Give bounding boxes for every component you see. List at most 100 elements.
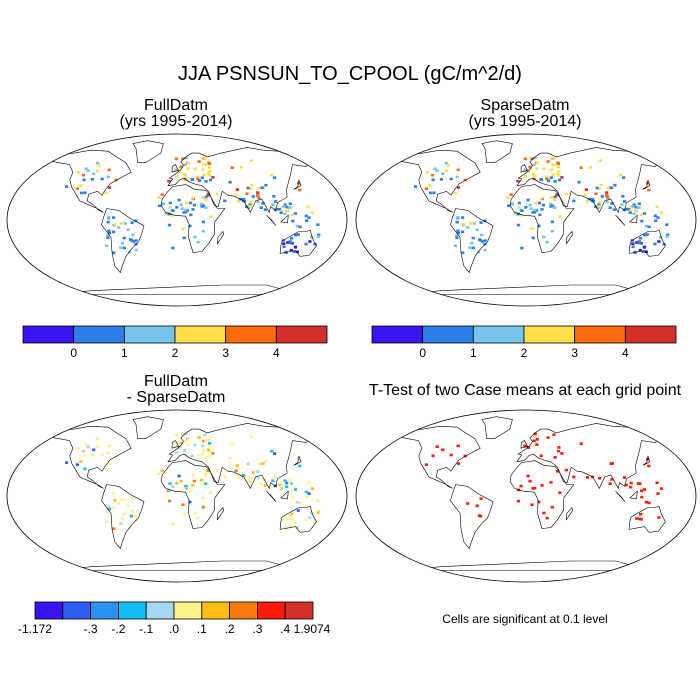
grid-cell bbox=[107, 231, 111, 235]
grid-cell bbox=[414, 185, 418, 188]
grid-cell bbox=[112, 230, 116, 234]
grid-cell bbox=[206, 193, 210, 196]
panel-title-line2: - SparseDatm bbox=[126, 389, 226, 406]
grid-cell bbox=[117, 226, 121, 229]
grid-cell bbox=[477, 250, 481, 254]
colorbar-tick-label: 4 bbox=[272, 346, 280, 360]
grid-cell bbox=[158, 204, 162, 208]
grid-cell bbox=[531, 487, 535, 490]
grid-cell bbox=[95, 437, 100, 441]
grid-cell bbox=[174, 168, 178, 172]
grid-cell bbox=[632, 212, 636, 216]
grid-cell bbox=[97, 164, 101, 167]
grid-cell bbox=[228, 456, 232, 460]
grid-cell bbox=[553, 198, 557, 201]
grid-cell bbox=[455, 216, 460, 219]
grid-cell bbox=[519, 484, 523, 488]
grid-cell bbox=[293, 212, 297, 215]
grid-cell bbox=[431, 178, 435, 182]
grid-cell bbox=[637, 202, 641, 205]
grid-cell bbox=[288, 516, 292, 519]
coastline bbox=[566, 506, 574, 521]
grid-cell bbox=[298, 188, 302, 192]
grid-cell bbox=[104, 467, 108, 471]
grid-cell bbox=[605, 200, 609, 204]
grid-cell bbox=[310, 487, 315, 490]
grid-cell bbox=[261, 478, 265, 481]
grid-cell bbox=[535, 443, 539, 446]
coastline bbox=[279, 506, 317, 533]
grid-cell bbox=[191, 197, 195, 200]
colorbar-tick-label: .3 bbox=[252, 622, 263, 636]
grid-cell bbox=[619, 173, 623, 177]
grid-cell bbox=[455, 175, 459, 179]
grid-cell bbox=[207, 173, 212, 177]
grid-cell bbox=[204, 180, 208, 183]
grid-cell bbox=[291, 495, 295, 499]
coastline bbox=[642, 455, 651, 466]
grid-cell bbox=[468, 222, 472, 225]
grid-cell bbox=[557, 170, 561, 173]
panel-title-line2: (yrs 1995-2014) bbox=[119, 113, 233, 130]
grid-cell bbox=[260, 186, 264, 189]
grid-cell bbox=[531, 173, 536, 176]
colorbar-tick-label: .1 bbox=[196, 622, 207, 636]
grid-cell bbox=[659, 487, 664, 490]
grid-cell bbox=[313, 518, 317, 522]
grid-cell bbox=[585, 476, 590, 479]
grid-cell bbox=[287, 482, 291, 485]
grid-cell bbox=[431, 454, 435, 458]
grid-cell bbox=[456, 229, 460, 233]
grid-cell bbox=[204, 439, 208, 442]
grid-cell bbox=[640, 495, 644, 499]
grid-cell bbox=[283, 212, 287, 216]
grid-cell bbox=[428, 191, 433, 195]
coastline bbox=[293, 455, 302, 466]
grid-cell bbox=[86, 445, 90, 448]
grid-cell bbox=[294, 233, 298, 237]
grid-cell bbox=[612, 208, 616, 211]
grid-cell bbox=[295, 250, 299, 254]
grid-cell bbox=[230, 442, 234, 445]
grid-cell bbox=[204, 198, 208, 201]
grid-cell bbox=[535, 161, 539, 165]
colorbar-tick-label: 2 bbox=[520, 346, 528, 360]
grid-cell bbox=[584, 188, 588, 191]
grid-cell bbox=[192, 479, 196, 483]
grid-cell bbox=[278, 208, 282, 211]
grid-cell bbox=[480, 240, 484, 243]
grid-cell bbox=[290, 512, 294, 516]
grid-cell bbox=[441, 172, 445, 176]
grid-cell bbox=[597, 203, 601, 207]
coastline bbox=[48, 149, 132, 213]
grid-cell bbox=[639, 512, 643, 516]
grid-cell bbox=[184, 201, 189, 205]
map-ttest bbox=[355, 409, 697, 583]
grid-cell bbox=[275, 483, 279, 487]
grid-cell bbox=[627, 208, 631, 211]
grid-cell bbox=[106, 236, 110, 240]
grid-cell bbox=[608, 206, 612, 209]
grid-cell bbox=[461, 251, 465, 254]
grid-cell bbox=[588, 166, 592, 169]
colorbar-tick-label: -.3 bbox=[83, 622, 98, 636]
grid-cell bbox=[475, 504, 479, 508]
grid-cell bbox=[424, 463, 428, 466]
grid-cell bbox=[633, 209, 638, 212]
grid-cell bbox=[76, 171, 80, 174]
grid-cell bbox=[606, 196, 610, 200]
grid-cell bbox=[456, 186, 461, 189]
grid-cell bbox=[304, 518, 308, 522]
grid-cell bbox=[298, 464, 302, 468]
grid-cell bbox=[75, 187, 79, 190]
grid-cell bbox=[249, 476, 253, 480]
grid-cell bbox=[112, 216, 116, 219]
coastline bbox=[481, 140, 513, 163]
colorbar-swatch bbox=[62, 601, 91, 620]
grid-cell bbox=[638, 248, 642, 252]
grid-cell bbox=[599, 183, 603, 187]
grid-cell bbox=[256, 191, 260, 194]
grid-cell bbox=[483, 219, 487, 223]
grid-cell bbox=[174, 157, 178, 161]
grid-cell bbox=[128, 526, 132, 530]
